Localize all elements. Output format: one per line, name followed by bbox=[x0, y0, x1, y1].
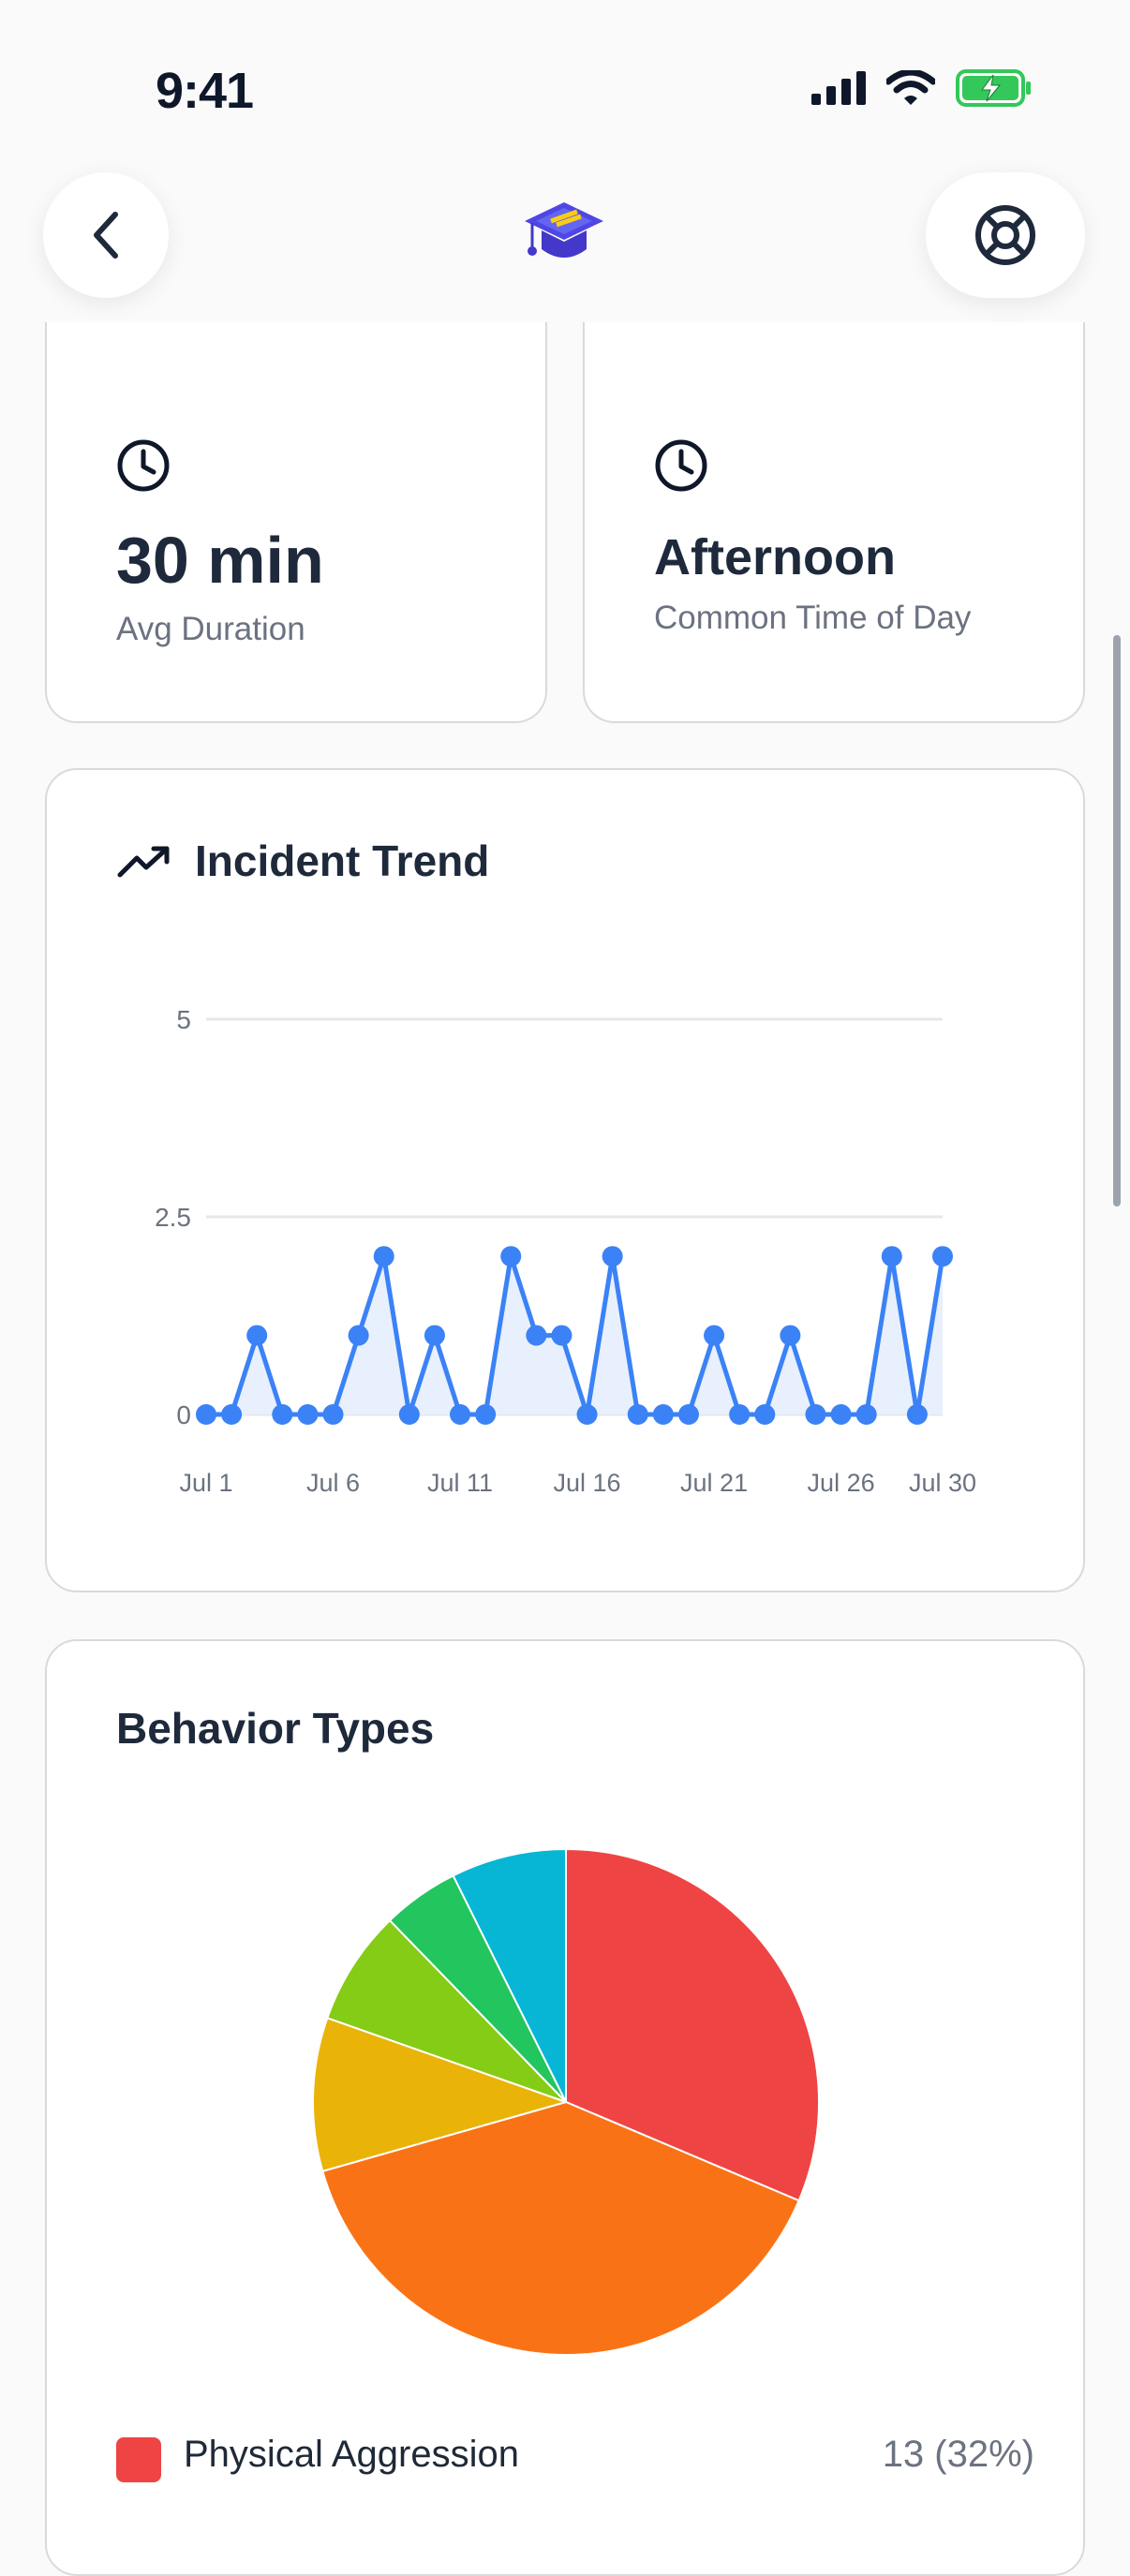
data-point bbox=[855, 1404, 877, 1425]
data-point bbox=[652, 1404, 674, 1425]
data-point bbox=[780, 1325, 801, 1346]
status-icons bbox=[811, 69, 1033, 107]
x-tick-label: Jul 16 bbox=[554, 1469, 621, 1497]
stat-value: Afternoon bbox=[654, 529, 896, 585]
data-point bbox=[373, 1246, 394, 1267]
pie-slice bbox=[452, 1847, 567, 2103]
data-point bbox=[729, 1404, 751, 1425]
pie-slice bbox=[565, 1847, 820, 2202]
data-point bbox=[881, 1246, 902, 1267]
signal-icon bbox=[811, 71, 866, 105]
data-point bbox=[297, 1404, 319, 1425]
data-point bbox=[322, 1404, 344, 1425]
y-tick-label: 2.5 bbox=[155, 1203, 191, 1232]
trending-up-icon bbox=[117, 846, 170, 878]
legend-item-physical-aggression: Physical Aggression 13 (32%) bbox=[116, 2430, 1034, 2486]
x-tick-label: Jul 26 bbox=[808, 1469, 875, 1497]
stat-card-time-of-day: Afternoon Common Time of Day bbox=[583, 322, 1085, 723]
data-point bbox=[805, 1404, 826, 1425]
data-point bbox=[398, 1404, 420, 1425]
stat-value: 30 min bbox=[116, 524, 324, 597]
lifebuoy-icon bbox=[975, 205, 1035, 265]
data-point bbox=[475, 1404, 497, 1425]
x-tick-label: Jul 30 bbox=[909, 1469, 976, 1497]
incident-trend-card: Incident Trend 0 2.5 5 Jul 1 Jul 6 Jul 11 Jul … bbox=[45, 768, 1085, 1592]
x-tick-label: Jul 21 bbox=[680, 1469, 748, 1497]
x-tick-label: Jul 1 bbox=[179, 1469, 232, 1497]
data-point bbox=[754, 1404, 776, 1425]
data-point bbox=[500, 1246, 522, 1267]
data-point bbox=[424, 1325, 445, 1346]
stat-label: Avg Duration bbox=[116, 611, 305, 647]
x-tick-label: Jul 11 bbox=[427, 1469, 493, 1497]
data-point bbox=[704, 1325, 725, 1346]
data-point bbox=[906, 1404, 928, 1425]
stat-card-avg-duration: 30 min Avg Duration bbox=[45, 322, 547, 723]
y-tick-label: 5 bbox=[176, 1005, 191, 1034]
pie-slice bbox=[326, 1918, 567, 2103]
data-point bbox=[221, 1404, 243, 1425]
chevron-left-icon bbox=[94, 212, 118, 259]
legend-label: Physical Aggression bbox=[184, 2434, 519, 2475]
wifi-icon bbox=[886, 70, 935, 105]
pie-slice bbox=[312, 2016, 570, 2173]
pie-slice bbox=[321, 2100, 800, 2356]
data-point bbox=[830, 1404, 852, 1425]
legend-swatch bbox=[116, 2437, 161, 2482]
section-title: Behavior Types bbox=[116, 1704, 435, 1753]
data-point bbox=[450, 1404, 471, 1425]
data-point bbox=[576, 1404, 598, 1425]
data-point bbox=[932, 1246, 953, 1267]
behavior-types-card: Behavior Types Physical Aggression 13 (3… bbox=[45, 1639, 1085, 2576]
data-point bbox=[677, 1404, 699, 1425]
back-button[interactable] bbox=[43, 172, 169, 298]
data-point bbox=[526, 1325, 547, 1346]
graduation-cap-logo bbox=[525, 202, 603, 258]
data-point bbox=[551, 1325, 572, 1346]
data-point bbox=[348, 1325, 369, 1346]
y-tick-label: 0 bbox=[176, 1400, 191, 1429]
data-point bbox=[272, 1404, 293, 1425]
scrollbar[interactable] bbox=[1113, 635, 1121, 1207]
incident-trend-chart: 0 2.5 5 Jul 1 Jul 6 Jul 11 Jul 16 Jul 21 Jul 26 J… bbox=[155, 1005, 976, 1497]
data-point bbox=[196, 1404, 216, 1425]
battery-charging-icon bbox=[956, 69, 1031, 107]
clock-icon bbox=[655, 439, 707, 492]
data-point bbox=[246, 1325, 268, 1346]
clock-icon bbox=[117, 439, 170, 492]
legend-value: 13 (32%) bbox=[882, 2434, 1034, 2475]
data-point bbox=[627, 1404, 648, 1425]
behavior-pie-chart bbox=[312, 1847, 820, 2356]
help-button[interactable] bbox=[926, 172, 1085, 298]
status-time: 9:41 bbox=[156, 63, 254, 119]
x-tick-label: Jul 6 bbox=[306, 1469, 360, 1497]
data-point bbox=[602, 1246, 623, 1267]
stat-label: Common Time of Day bbox=[654, 600, 972, 636]
chart-title: Incident Trend bbox=[195, 836, 490, 885]
trend-area bbox=[206, 1256, 943, 1414]
